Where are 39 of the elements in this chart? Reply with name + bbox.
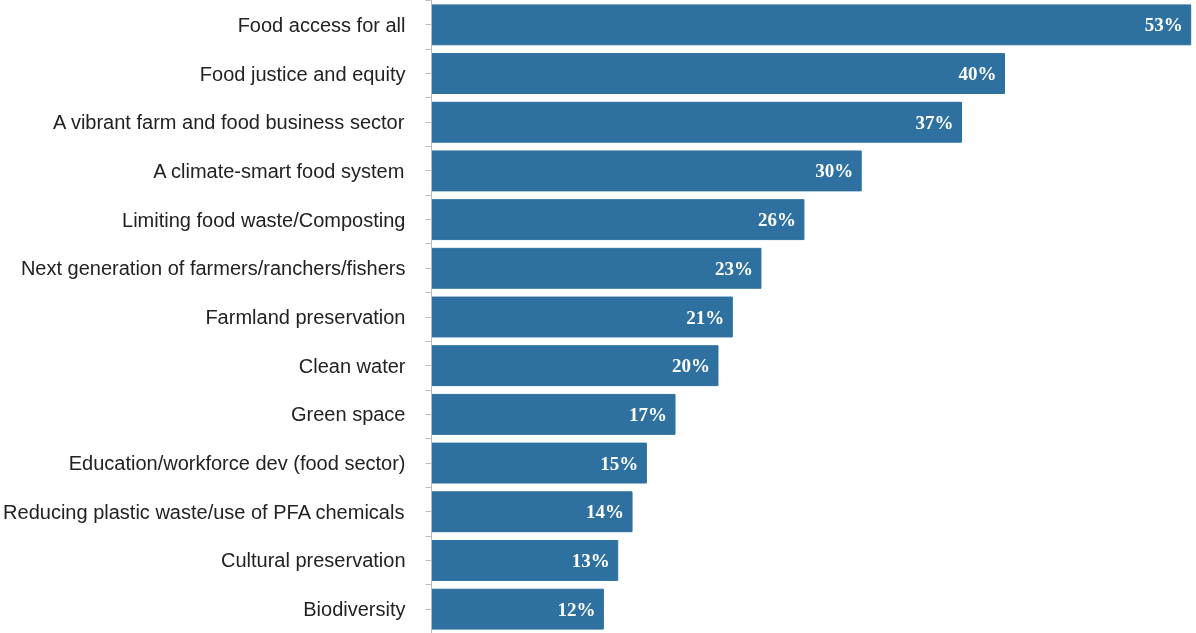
data-label: 14% bbox=[586, 501, 625, 523]
bar bbox=[431, 442, 647, 484]
bar bbox=[431, 53, 1005, 94]
y-tick-label: A vibrant farm and food business sector bbox=[53, 111, 405, 134]
bar bbox=[431, 588, 604, 630]
data-label: 26% bbox=[757, 209, 796, 231]
bar bbox=[431, 296, 733, 338]
y-tick-label: Green space bbox=[290, 403, 406, 426]
bar bbox=[431, 199, 805, 241]
bar bbox=[431, 150, 862, 192]
y-tick-label: Farmland preservation bbox=[205, 306, 406, 328]
y-tick-label: Education/workforce dev (food sector) bbox=[68, 452, 406, 475]
data-label: 20% bbox=[671, 355, 710, 377]
data-label: 17% bbox=[629, 403, 668, 425]
data-label: 23% bbox=[714, 257, 753, 279]
y-tick-label: Clean water bbox=[298, 354, 406, 377]
bar bbox=[431, 345, 719, 387]
data-label: 13% bbox=[571, 549, 610, 571]
y-tick-label: Food access for all bbox=[237, 13, 406, 36]
y-tick-label: Limiting food waste/Composting bbox=[122, 208, 406, 231]
y-tick-label: Food justice and equity bbox=[199, 62, 406, 85]
bar bbox=[431, 491, 633, 533]
data-label: 30% bbox=[815, 160, 854, 182]
y-tick-label: Next generation of farmers/ranchers/fishers bbox=[20, 257, 406, 280]
bar bbox=[431, 540, 619, 581]
y-tick-label: Biodiversity bbox=[303, 598, 406, 621]
y-tick-label: A climate-smart food system bbox=[153, 159, 405, 182]
bar bbox=[431, 247, 762, 289]
data-label: 12% bbox=[557, 598, 596, 620]
data-label: 15% bbox=[600, 452, 639, 474]
y-tick-label: Reducing plastic waste/use of PFA chemicals bbox=[3, 500, 405, 523]
data-label: 53% bbox=[1144, 14, 1183, 36]
bar bbox=[431, 393, 676, 435]
bar bbox=[431, 4, 1192, 46]
data-label: 37% bbox=[915, 111, 954, 133]
y-tick-label: Cultural preservation bbox=[220, 549, 406, 572]
data-label: 21% bbox=[686, 306, 725, 328]
data-label: 40% bbox=[958, 63, 997, 85]
bar bbox=[431, 101, 963, 143]
